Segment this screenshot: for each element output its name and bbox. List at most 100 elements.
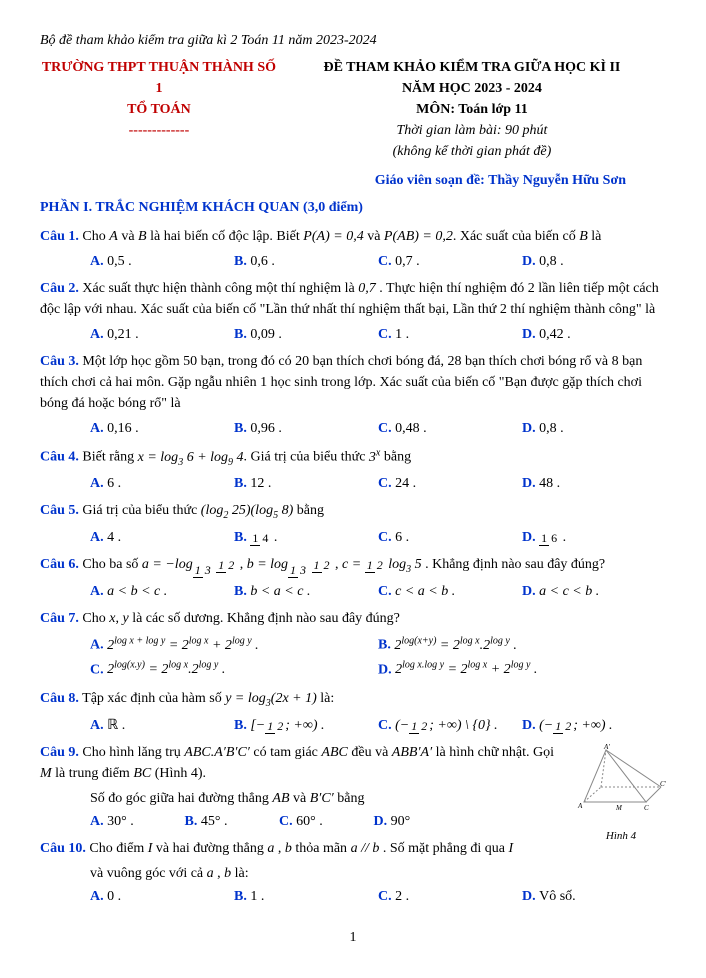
dashes: ------------- [40,120,278,141]
q9-opt-b: B. 45° . [185,811,280,832]
q10-m3: b [285,841,292,856]
exam-time: Thời gian làm bài: 90 phút [278,120,666,141]
q4-m4: 3 [369,450,376,465]
q9-m5: BC [133,766,151,781]
exam-year: NĂM HỌC 2023 - 2024 [278,78,666,99]
q7a2: log x + log y [114,635,165,646]
q10-va: 0 . [107,889,121,904]
q4-t3: bằng [380,450,411,465]
q10-label: Câu 10. [40,841,86,856]
exam-title: ĐỀ THAM KHẢO KIỂM TRA GIỮA HỌC KÌ II [278,57,666,78]
q1-t3: là hai biến cố độc lập. Biết [147,229,304,244]
q9-m4: M [40,766,52,781]
question-2: Câu 2. Xác suất thực hiện thành công một… [40,278,666,320]
q10-t7: , [214,866,225,881]
q7b7: . [510,638,517,653]
q10-ld: D. [522,889,539,904]
question-10: Câu 10. Cho điểm I và hai đường thẳng a … [40,838,666,859]
q9-label: Câu 9. [40,745,79,760]
q1-Aa: A [317,229,326,244]
q1-opt-d: D. 0,8 . [522,251,666,272]
q4-options: A. 6 . B. 12 . C. 24 . D. 48 . [40,473,666,494]
q5-t1: Giá trị của biểu thức [79,503,201,518]
q10-la: A. [90,889,107,904]
q6-opt-b: B. b < a < c . [234,581,378,602]
q1-vc: 0,7 . [395,254,420,269]
q7-opt-c: C. 2log(x.y) = 2log x.2log y . [90,658,378,681]
q2-options: A. 0,21 . B. 0,09 . C. 1 . D. 0,42 . [40,324,666,345]
q1-t2: và [118,229,138,244]
q4-m2: 6 + log [183,450,228,465]
q2-opt-c: C. 1 . [378,324,522,345]
q7d7: . [530,662,537,677]
q7c2: log(x.y) [114,660,145,671]
q3-opt-a: A. 0,16 . [90,418,234,439]
q7a7: . [252,638,259,653]
q2-lc: C. [378,327,395,342]
q1-opt-a: A. 0,5 . [90,251,234,272]
q7b6: log y [490,635,510,646]
q5-m3: 8) [278,503,293,518]
q5-opt-d: D. 16 . [522,527,666,548]
q6-t4: . Khẳng định nào sau đây đúng? [422,557,606,572]
q9-t5: là trung điểm [52,766,134,781]
svg-text:C′: C′ [660,780,666,788]
q1-la: A. [90,254,107,269]
q7-t3: là các số dương. Khẳng định nào sau đây … [129,611,400,626]
q7c5: .2 [188,662,199,677]
q3-vb: 0,96 . [250,421,282,436]
q7c4: log x [168,660,188,671]
q10-options: A. 0 . B. 1 . C. 2 . D. Vô số. [40,886,666,907]
q9-va: 30° . [107,814,134,829]
q7c7: . [218,662,225,677]
q7-options: A. 2log x + log y = 2log x + 2log y . B.… [40,633,666,682]
question-5: Câu 5. Giá trị của biểu thức (log2 25)(l… [40,500,666,523]
q9-t4: là hình chữ nhật. Gọi [432,745,554,760]
q8-ld: D. [522,718,539,733]
q10-t2: và hai đường thẳng [152,841,267,856]
q10-vc: 2 . [395,889,409,904]
q7-la: A. [90,638,107,653]
q9-lc: C. [279,814,296,829]
school-name: TRƯỜNG THPT THUẬN THÀNH SỐ 1 [40,57,278,99]
q1-B2: B [579,229,588,244]
q1-ld: D. [522,254,539,269]
q9-ld: D. [374,814,391,829]
q4-m1: x = log [138,450,179,465]
q7d6: log y [511,660,531,671]
q5-vc: 6 . [395,530,409,545]
q4-opt-b: B. 12 . [234,473,378,494]
q4-lb: B. [234,476,250,491]
q4-t1: Biết rằng [79,450,138,465]
q9-t6: (Hình 4). [151,766,206,781]
q10-t5: . Số mặt phẳng đi qua [379,841,508,856]
q8-opt-c: C. (−12; +∞) \ {0} . [378,715,522,736]
q10-m5: I [508,841,513,856]
teacher-name: Thầy Nguyễn Hữu Sơn [488,173,626,188]
q4-t2: . Giá trị của biểu thức [244,450,369,465]
q10-t1: Cho điểm [86,841,148,856]
q1-label: Câu 1. [40,229,79,244]
q1-va2: 0,5 . [107,254,132,269]
q1-options: A. 0,5 . B. 0,6 . C. 0,7 . D. 0,8 . [40,251,666,272]
q2-lb: B. [234,327,250,342]
q6-m3: c = [342,557,365,572]
q4-va: 6 . [107,476,121,491]
q7d4: log x [468,660,488,671]
q10-m4: a // b [351,841,380,856]
q5-t2: bằng [293,503,324,518]
q2-opt-d: D. 0,42 . [522,324,666,345]
q7-opt-b: B. 2log(x+y) = 2log x.2log y . [378,633,666,656]
q10-line2: và vuông góc với cả a , b là: [40,863,666,884]
q2-vd: 0,42 . [539,327,571,342]
q9-lb: B. [185,814,201,829]
q5-lc: C. [378,530,395,545]
q6-vc: c < a < b . [395,584,455,599]
q1-opt-b: B. 0,6 . [234,251,378,272]
q1-opt-c: C. 0,7 . [378,251,522,272]
q9-m1: ABC.A′B′C′ [184,745,250,760]
q2-t1: Xác suất thực hiện thành công một thí ng… [79,281,358,296]
header-left: TRƯỜNG THPT THUẬN THÀNH SỐ 1 TỔ TOÁN ---… [40,57,278,162]
q6-label: Câu 6. [40,557,79,572]
q8-options: A. ℝ . B. [−12; +∞) . C. (−12; +∞) \ {0}… [40,715,666,736]
